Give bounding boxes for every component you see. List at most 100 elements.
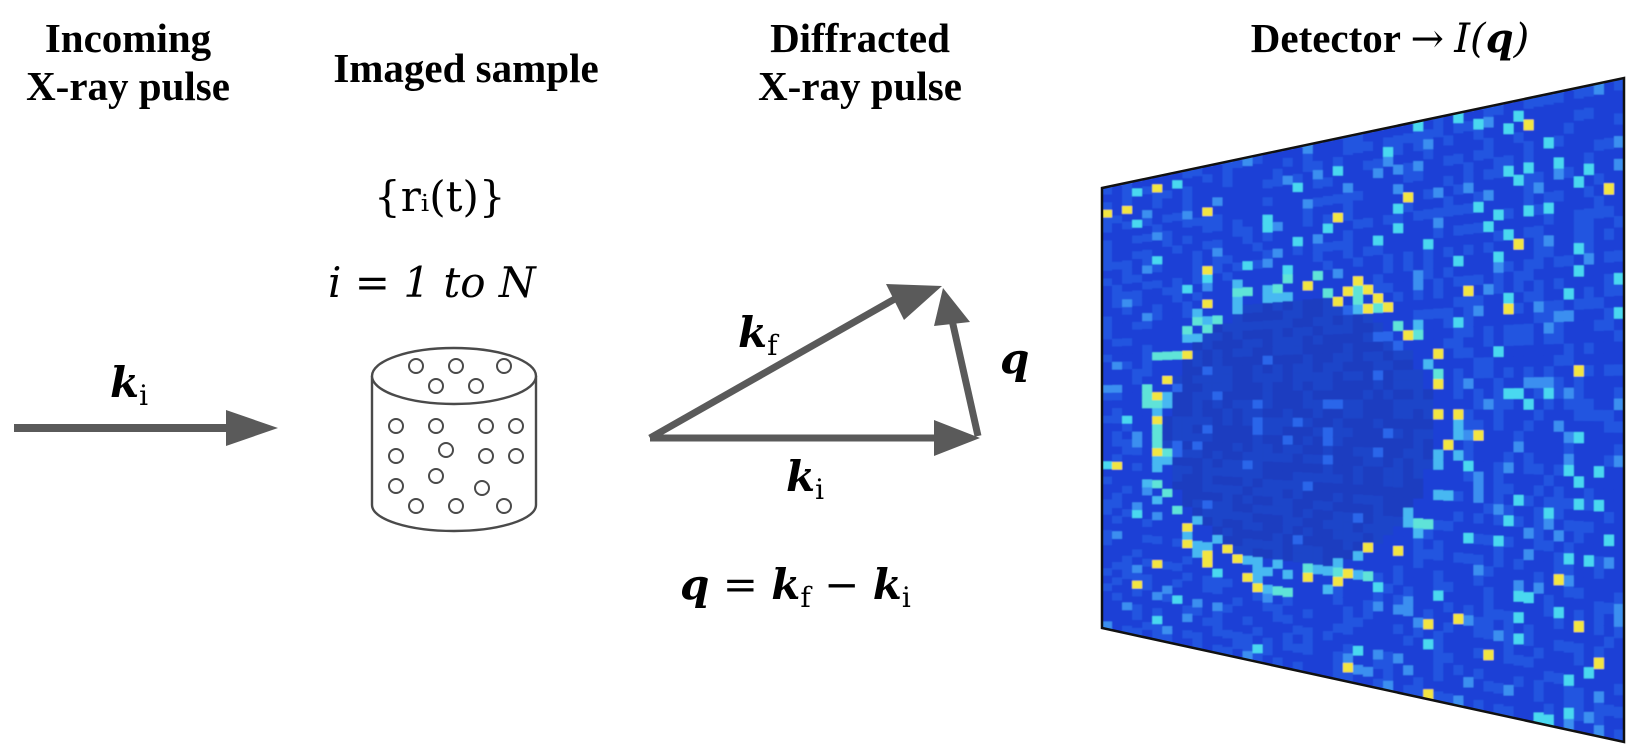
- detector-pixel: [1603, 387, 1615, 400]
- detector-pixel: [1312, 372, 1324, 382]
- detector-pixel: [1553, 585, 1565, 597]
- detector-pixel: [1423, 479, 1434, 490]
- detector-pixel: [1443, 449, 1454, 461]
- detector-pixel: [1112, 554, 1123, 563]
- detector-pixel: [1122, 353, 1133, 363]
- detector-pixel: [1202, 249, 1214, 259]
- detector-pixel: [1342, 559, 1354, 570]
- detector-pixel: [1383, 554, 1394, 565]
- detector-pixel: [1493, 556, 1505, 568]
- detector-pixel: [1322, 297, 1334, 308]
- detector-pixel: [1132, 243, 1143, 252]
- detector-pixel: [1383, 370, 1394, 381]
- detector-pixel: [1212, 577, 1224, 587]
- detector-pixel: [1282, 238, 1294, 249]
- detector-pixel: [1122, 361, 1133, 370]
- detector-pixel: [1473, 482, 1485, 494]
- detector-pixel: [1262, 320, 1274, 330]
- subscript-i: i: [901, 581, 911, 614]
- detector-pixel: [1102, 430, 1113, 440]
- detector-pixel: [1152, 568, 1163, 577]
- detector-pixel: [1443, 470, 1454, 481]
- detector-pixel: [1483, 701, 1495, 714]
- detector-pixel: [1523, 527, 1535, 540]
- detector-pixel: [1162, 319, 1173, 329]
- detector-pixel: [1182, 556, 1193, 566]
- detector-pixel: [1272, 613, 1284, 623]
- detector-pixel: [1513, 633, 1525, 645]
- detector-pixel: [1403, 290, 1414, 302]
- detector-pixel: [1252, 530, 1264, 541]
- detector-pixel: [1573, 476, 1585, 489]
- detector-pixel: [1573, 409, 1585, 422]
- detector-pixel: [1593, 308, 1605, 321]
- detector-pixel: [1373, 216, 1384, 227]
- detector-pixel: [1383, 292, 1394, 303]
- detector-pixel: [1122, 221, 1133, 230]
- detector-pixel: [1523, 334, 1535, 346]
- detector-pixel: [1282, 444, 1294, 455]
- detector-pixel: [1533, 269, 1545, 281]
- detector-pixel: [1373, 630, 1384, 641]
- detector-pixel: [1352, 314, 1364, 325]
- detector-pixel: [1443, 592, 1454, 603]
- detector-pixel: [1342, 418, 1354, 429]
- detector-pixel: [1272, 479, 1284, 490]
- detector-pixel: [1232, 374, 1244, 384]
- detector-pixel: [1613, 501, 1624, 514]
- detector-pixel: [1403, 478, 1414, 489]
- detector-pixel: [1453, 215, 1464, 226]
- detector-pixel: [1172, 229, 1183, 238]
- detector-pixel: [1533, 712, 1545, 724]
- detector-pixel: [1232, 588, 1244, 599]
- detector-pixel: [1132, 188, 1143, 197]
- detector-pixel: [1543, 681, 1555, 694]
- detector-pixel: [1493, 178, 1505, 190]
- detector-pixel: [1212, 475, 1224, 485]
- detector-pixel: [1483, 315, 1495, 327]
- detector-pixel: [1252, 609, 1264, 619]
- detector-pixel: [1393, 467, 1404, 479]
- detector-pixel: [1212, 611, 1224, 621]
- detector-pixel: [1282, 354, 1294, 365]
- detector-pixel: [1332, 212, 1344, 223]
- detector-pixel: [1463, 151, 1475, 163]
- detector-pixel: [1383, 195, 1394, 206]
- detector-pixel: [1132, 274, 1143, 284]
- detector-pixel: [1132, 439, 1143, 448]
- detector-pixel: [1262, 496, 1274, 507]
- detector-pixel: [1212, 366, 1224, 376]
- detector-pixel: [1413, 488, 1424, 500]
- detector-pixel: [1483, 273, 1495, 285]
- detector-pixel: [1162, 174, 1173, 183]
- detector-pixel: [1573, 632, 1585, 644]
- detector-pixel: [1132, 596, 1143, 605]
- detector-pixel: [1302, 153, 1314, 164]
- detector-pixel: [1593, 601, 1605, 614]
- detector-pixel: [1513, 622, 1525, 635]
- detector-pixel: [1162, 529, 1173, 538]
- detector-pixel: [1242, 313, 1254, 323]
- detector-pixel: [1453, 450, 1464, 462]
- detector-pixel: [1222, 255, 1234, 265]
- detector-pixel: [1242, 521, 1254, 531]
- detector-pixel: [1232, 228, 1244, 238]
- detector-pixel: [1493, 483, 1505, 495]
- detector-pixel: [1242, 503, 1254, 514]
- detector-pixel: [1242, 469, 1254, 479]
- detector-pixel: [1292, 390, 1304, 401]
- detector-pixel: [1302, 162, 1314, 173]
- detector-pixel: [1212, 172, 1224, 182]
- detector-pixel: [1282, 292, 1294, 302]
- detector-pixel: [1553, 135, 1565, 148]
- detector-pixel: [1132, 337, 1143, 346]
- detector-pixel: [1242, 217, 1254, 228]
- detector-pixel: [1282, 166, 1294, 177]
- detector-pixel: [1292, 535, 1304, 545]
- detector-pixel: [1322, 270, 1334, 280]
- detector-pixel: [1132, 541, 1143, 550]
- detector-pixel: [1603, 92, 1615, 105]
- detector-pixel: [1312, 408, 1324, 419]
- detector-pixel: [1312, 519, 1324, 529]
